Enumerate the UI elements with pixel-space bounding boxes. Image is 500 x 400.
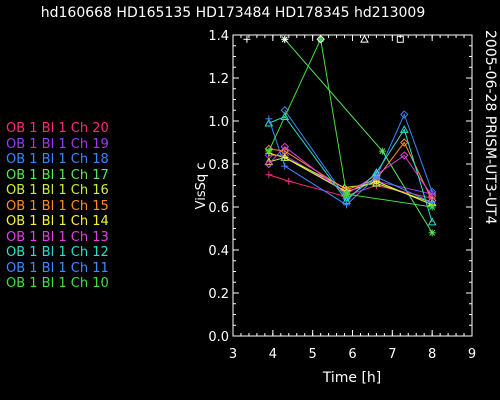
data-point [343,190,351,198]
data-point [400,138,409,147]
data-point [264,159,274,169]
data-point [317,35,325,43]
y-tick-label: 0.8 [208,158,229,173]
x-tick-label: 8 [428,347,436,362]
y-tick-label: 1.2 [208,72,229,87]
y-tick-label: 0.4 [208,244,229,259]
legend: OB 1 Bl 1 Ch 20 OB 1 Bl 1 Ch 19 OB 1 Bl 1 … [6,121,109,292]
data-point [343,201,351,209]
legend-entry: OB 1 Bl 1 Ch 10 [6,276,109,291]
data-point [265,115,273,123]
data-point [400,151,409,160]
top-marker [281,35,289,43]
y-axis-label: VisSq c [194,163,209,210]
legend-entry: OB 1 Bl 1 Ch 14 [6,214,109,229]
legend-entry: OB 1 Bl 1 Ch 17 [6,167,109,183]
x-tick-label: 3 [229,347,237,362]
data-point [265,147,273,155]
y-tick-label: 1.4 [208,29,229,44]
top-marker [396,35,404,43]
data-point [372,173,380,181]
y-tick-label: 0.6 [208,201,229,216]
top-marker [316,35,325,44]
data-point [378,147,386,155]
legend-entry: OB 1 Bl 1 Ch 11 [6,260,109,276]
data-point [280,112,290,120]
series-line-7 [268,146,433,197]
legend-entry: OB 1 Bl 1 Ch 18 [6,152,109,167]
data-point [428,229,436,237]
top-marker [360,34,369,43]
chart-title: hd160668 HD165135 HD173484 HD178345 hd21… [41,5,425,21]
data-point [399,125,409,133]
x-tick-label: 7 [388,347,396,362]
x-tick-label: 9 [468,347,476,362]
legend-entry: OB 1 Bl 1 Ch 19 [6,136,109,152]
legend-entry: OB 1 Bl 1 Ch 20 [6,121,109,136]
top-marker [243,35,251,43]
data-point [265,171,273,179]
legend-entry: OB 1 Bl 1 Ch 12 [6,245,109,260]
y-tick-label: 0.0 [208,330,229,345]
x-tick-label: 5 [309,347,317,362]
x-tick-label: 6 [348,347,356,362]
data-point [281,154,289,162]
side-label: 2005-06-28 PRISM-UT3-UT4 [482,30,498,225]
legend-entry: OB 1 Bl 1 Ch 16 [6,183,109,198]
legend-entry: OB 1 Bl 1 Ch 13 [6,229,109,245]
plot-frame [232,34,473,337]
data-point [285,177,293,185]
data-point [281,162,289,170]
data-point [372,178,381,187]
series-line-10 [268,37,433,208]
data-point [280,142,289,152]
y-tick-label: 0.2 [208,287,229,302]
data-point [428,203,436,211]
x-tick-label: 4 [269,347,277,362]
x-axis-label: Time [h] [322,370,382,386]
data-point [400,110,409,119]
legend-entry: OB 1 Bl 1 Ch 15 [6,198,109,214]
data-point [427,217,437,226]
y-tick-label: 1.0 [208,115,229,130]
